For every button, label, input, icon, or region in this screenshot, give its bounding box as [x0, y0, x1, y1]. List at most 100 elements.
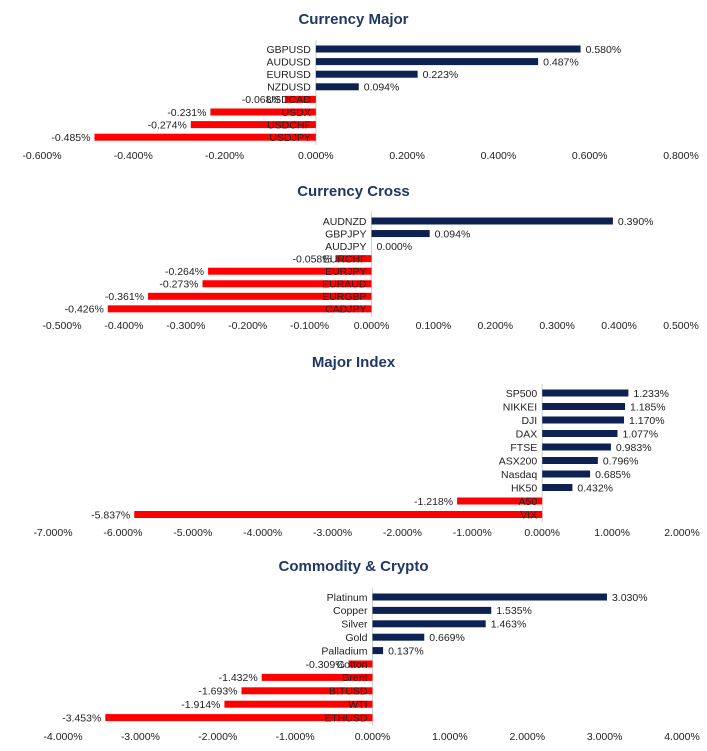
bar-cotton [348, 660, 373, 668]
x-tick-label: -0.300% [166, 320, 205, 332]
value-label: 3.030% [612, 592, 648, 604]
x-tick-label: -7.000% [33, 527, 72, 539]
value-label: -0.273% [159, 279, 198, 291]
x-tick-label: -4.000% [43, 731, 82, 743]
value-label: -0.426% [65, 304, 104, 316]
bar-ftse [542, 443, 611, 451]
bar-usdchf [190, 121, 316, 129]
bar-hk50 [542, 484, 573, 491]
x-tick-label: 0.200% [389, 150, 425, 162]
category-label: EURCHF [323, 253, 367, 265]
bar-euraud [202, 280, 372, 288]
value-label: 0.137% [388, 645, 424, 657]
x-tick-label: 4.000% [664, 731, 700, 743]
value-label: 1.463% [491, 619, 527, 631]
category-label: GBPUSD [267, 44, 312, 56]
x-tick-label: -1.000% [453, 527, 492, 539]
value-label: 0.983% [616, 442, 652, 454]
bar-vix [134, 511, 543, 518]
category-label: Platinum [327, 592, 368, 604]
bar-silver [372, 620, 486, 628]
bar-gold [372, 633, 425, 641]
x-tick-label: 0.600% [572, 150, 608, 162]
x-tick-label: -0.100% [290, 320, 329, 332]
category-label: CADJPY [325, 304, 366, 316]
x-tick-label: -0.200% [228, 320, 267, 332]
category-label: USDX [282, 107, 311, 119]
category-label: ASX200 [499, 455, 538, 467]
x-tick-label: 0.000% [524, 527, 560, 539]
x-tick-label: -0.400% [114, 150, 153, 162]
value-label: -1.693% [198, 686, 237, 698]
category-label: HK50 [511, 482, 537, 494]
value-label: -1.218% [414, 496, 453, 508]
x-tick-label: -0.500% [42, 320, 81, 332]
category-label: VIX [520, 509, 537, 521]
chart-title: Currency Cross [297, 183, 410, 200]
category-label: EURGBP [322, 291, 366, 303]
value-label: 1.170% [629, 415, 665, 427]
x-tick-label: -2.000% [198, 731, 237, 743]
bar-dji [542, 416, 624, 424]
bar-audnzd [371, 217, 613, 225]
category-label: EURJPY [325, 266, 366, 278]
category-label: A50 [519, 496, 538, 508]
category-label: SP500 [506, 388, 538, 400]
bar-dax [542, 430, 618, 437]
value-label: -0.485% [51, 132, 90, 144]
bar-nikkei [542, 403, 626, 410]
value-label: 0.580% [586, 44, 622, 56]
x-tick-label: 3.000% [587, 731, 623, 743]
bar-usdx [210, 108, 316, 116]
bar-usdjpy [94, 133, 316, 141]
x-tick-label: -6.000% [103, 527, 142, 539]
chart-title: Commodity & Crypto [279, 558, 429, 575]
bar-nzdusd [315, 83, 359, 91]
x-tick-label: 0.300% [539, 320, 575, 332]
x-tick-label: 0.000% [298, 150, 334, 162]
bar-copper [372, 606, 492, 614]
x-tick-label: 0.800% [663, 150, 699, 162]
value-label: -0.309% [305, 659, 344, 671]
category-label: Gold [345, 632, 367, 644]
value-label: -0.264% [165, 266, 204, 278]
x-tick-label: 2.000% [509, 731, 545, 743]
bar-wti [224, 700, 373, 708]
x-tick-label: -3.000% [313, 527, 352, 539]
category-label: USDCAD [267, 94, 312, 106]
bar-gbpusd [315, 45, 581, 53]
value-label: 0.094% [364, 82, 400, 94]
x-tick-label: -0.200% [205, 150, 244, 162]
category-label: Cotton [337, 659, 368, 671]
x-tick-label: 0.100% [416, 320, 452, 332]
category-label: BITUSD [329, 686, 368, 698]
x-tick-label: 0.000% [355, 731, 391, 743]
x-tick-label: 0.400% [601, 320, 637, 332]
category-label: Copper [333, 605, 368, 617]
bar-brent [261, 673, 373, 681]
category-label: DAX [516, 428, 538, 440]
bar-asx200 [542, 457, 598, 464]
category-label: Nasdaq [501, 469, 537, 481]
x-tick-label: -0.400% [104, 320, 143, 332]
category-label: Brent [342, 672, 367, 684]
x-tick-label: -0.600% [22, 150, 61, 162]
bar-platinum [372, 593, 607, 601]
category-label: EURUSD [267, 69, 312, 81]
x-tick-label: 0.200% [477, 320, 513, 332]
bar-sp500 [542, 389, 629, 397]
category-label: GBPJPY [325, 228, 366, 240]
value-label: 1.233% [633, 388, 669, 400]
value-label: 0.487% [543, 56, 579, 68]
category-label: AUDNZD [323, 216, 367, 228]
chart-title: Major Index [312, 354, 396, 371]
category-label: USDCHF [267, 119, 311, 131]
bar-usdcad [284, 95, 316, 103]
category-label: AUDJPY [325, 241, 366, 253]
value-label: 0.000% [377, 241, 413, 253]
value-label: 0.669% [429, 632, 465, 644]
value-label: -0.274% [148, 119, 187, 131]
category-label: NIKKEI [503, 401, 537, 413]
value-label: -0.068% [242, 94, 281, 106]
bar-a50 [457, 497, 543, 505]
